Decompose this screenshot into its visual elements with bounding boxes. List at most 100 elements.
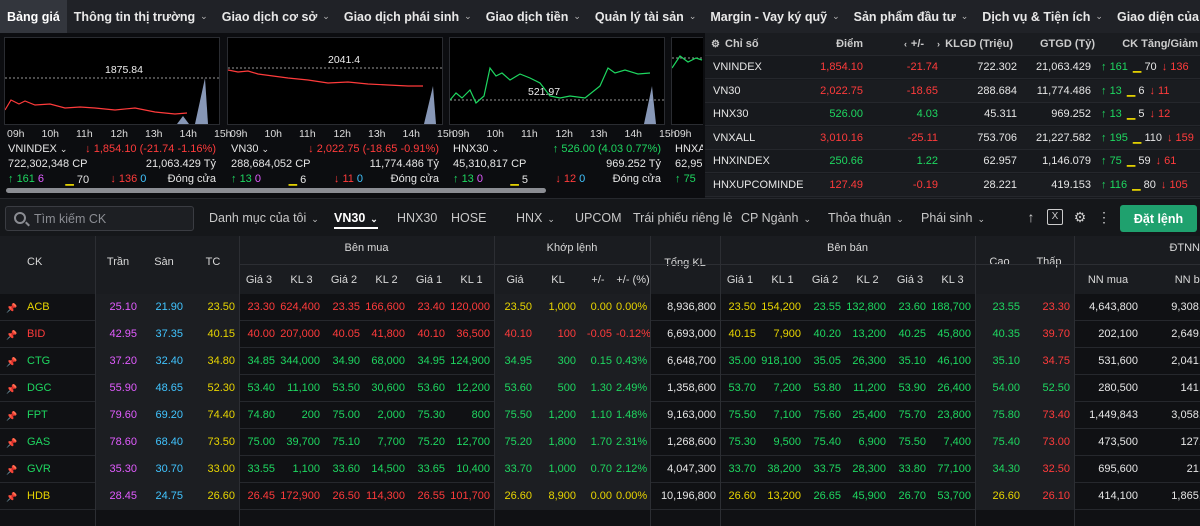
index-row[interactable]: VN30 2,022.75 -18.65 288.684 11,774.486 ↑ 13 ▁… <box>705 79 1200 103</box>
nav-item[interactable]: Sản phẩm đầu tư ⌄ <box>847 0 976 33</box>
col-header-tran[interactable]: Trần <box>106 256 130 268</box>
col-header-kl1[interactable]: KL 1 <box>460 274 483 286</box>
more-icon[interactable]: ⋮ <box>1097 209 1111 225</box>
index-card-vn30[interactable]: 2041.4 09h 10h 11h 12h 13h 14h 15h VN30 ⌄ ↓ 2,022.… <box>227 37 455 186</box>
col-header-sg3[interactable]: Giá 3 <box>896 274 924 286</box>
col-header-skl1[interactable]: KL 1 <box>771 274 794 286</box>
tab-hose[interactable]: HOSE <box>451 207 486 229</box>
col-header-skl3[interactable]: KL 3 <box>941 274 964 286</box>
stock-row[interactable]: 📌 CTG 37.20 32.40 34.80 34.85 344,000 34.90 68,0… <box>0 348 1200 375</box>
tab-phái-sinh[interactable]: Phái sinh ⌄ <box>921 207 985 229</box>
tab-trái-phiếu-riêng-lẻ[interactable]: Trái phiếu riêng lẻ <box>633 207 733 229</box>
index-row[interactable]: HNXINDEX 250.66 1.22 62.957 1,146.079 ↑ 75 ▁ 5… <box>705 150 1200 173</box>
index-col-header[interactable]: GTGD (Tỷ) <box>1040 38 1095 50</box>
sort-up-icon[interactable]: ↑ <box>1027 209 1035 225</box>
advancers-count: 75 <box>683 173 696 185</box>
sort-icon[interactable]: › <box>937 39 940 49</box>
cell-ck[interactable]: CTG <box>27 355 51 367</box>
stock-row[interactable]: 📌 GAS 78.60 68.40 73.50 75.00 39,700 75.10 7,700… <box>0 429 1200 456</box>
pin-icon[interactable]: 📌 <box>6 492 18 502</box>
col-header-kl2[interactable]: KL 2 <box>375 274 398 286</box>
col-header-skl2[interactable]: KL 2 <box>856 274 879 286</box>
nav-item[interactable]: Giao diện của tôi⌄ <box>1110 0 1200 33</box>
col-header-pct[interactable]: +/- (%) <box>616 274 650 286</box>
cell-sg2: 33.75 <box>813 463 841 475</box>
nav-item[interactable]: Thông tin thị trường ⌄ <box>67 0 215 33</box>
cards-scrollbar[interactable] <box>6 188 546 193</box>
stock-row[interactable]: 📌 HDB 28.45 24.75 26.60 26.45 172,900 26.50 114,… <box>0 483 1200 510</box>
nav-item[interactable]: Giao dịch cơ sở ⌄ <box>215 0 337 33</box>
col-header-nnmua[interactable]: NN mua <box>1087 274 1129 286</box>
index-card-hnxall[interactable]: 09h HNXALL⌄ 62,95 ↑ 75 <box>671 37 703 185</box>
col-header-thap[interactable]: Thấp <box>1036 256 1062 268</box>
col-header-san[interactable]: Sàn <box>154 256 174 268</box>
search-box[interactable] <box>5 206 194 231</box>
tab-hnx[interactable]: HNX ⌄ <box>516 207 555 229</box>
col-header-sg2[interactable]: Giá 2 <box>811 274 839 286</box>
nav-item[interactable]: Giao dịch tiền ⌄ <box>479 0 588 33</box>
settings-icon[interactable]: ⚙ <box>711 39 720 50</box>
pin-icon[interactable]: 📌 <box>6 411 18 421</box>
stock-row[interactable]: 📌 BID 42.95 37.35 40.15 40.00 207,000 40.05 41,8… <box>0 321 1200 348</box>
pin-icon[interactable]: 📌 <box>6 357 18 367</box>
col-header-kl3[interactable]: KL 3 <box>290 274 313 286</box>
col-header-mkl[interactable]: KL <box>551 274 565 286</box>
tab-upcom[interactable]: UPCOM <box>575 207 622 229</box>
nav-item[interactable]: Bảng giá <box>0 0 67 33</box>
index-col-header[interactable]: Điểm <box>836 38 863 50</box>
cell-ck[interactable]: HDB <box>27 490 51 502</box>
sort-icon[interactable]: ‹ <box>904 39 907 49</box>
index-row[interactable]: VNINDEX 1,854.10 -21.74 722.302 21,063.429 ↑ … <box>705 56 1200 79</box>
pin-icon[interactable]: 📌 <box>6 465 18 475</box>
col-header-tc[interactable]: TC <box>205 256 221 268</box>
col-header-cao[interactable]: Cao <box>989 256 1010 268</box>
col-header-chg[interactable]: +/- <box>591 274 605 286</box>
nav-item[interactable]: Quản lý tài sản ⌄ <box>588 0 703 33</box>
excel-icon[interactable]: X <box>1047 209 1063 225</box>
tab-cp-ngành[interactable]: CP Ngành ⌄ <box>741 207 811 229</box>
index-col-header[interactable]: KLGD (Triệu) <box>945 38 1013 50</box>
pin-icon[interactable]: 📌 <box>6 438 18 448</box>
col-header-tkl[interactable]: Tổng KL <box>664 257 706 269</box>
tab-hnx30[interactable]: HNX30 <box>397 207 437 229</box>
place-order-button[interactable]: Đặt lệnh <box>1120 205 1197 232</box>
index-row[interactable]: HNX30 526.00 4.03 45.311 969.252 ↑ 13 ▁ 5 ↓ 12 <box>705 103 1200 126</box>
cell-ck[interactable]: BID <box>27 328 46 340</box>
stock-row[interactable]: 📌 DGC 55.90 48.65 52.30 53.40 11,100 53.50 30,60… <box>0 375 1200 402</box>
stock-row[interactable]: 📌 GVR 35.30 30.70 33.00 33.55 1,100 33.60 14,500… <box>0 456 1200 483</box>
col-header-ck[interactable]: CK <box>27 256 43 268</box>
pin-icon[interactable]: 📌 <box>6 384 18 394</box>
nav-item[interactable]: Giao dịch phái sinh ⌄ <box>337 0 479 33</box>
gear-icon[interactable]: ⚙ <box>1073 209 1087 225</box>
col-header-mg[interactable]: Giá <box>506 274 524 286</box>
index-row[interactable]: VNXALL 3,010.16 -25.11 753.706 21,227.582 ↑ 1… <box>705 126 1200 150</box>
index-col-header[interactable]: CK Tăng/Giảm <box>1122 38 1198 50</box>
cell-ck[interactable]: GVR <box>27 463 51 475</box>
tab-vn30[interactable]: VN30 ⌄ <box>334 207 378 229</box>
index-value: ↓ 1,854.10 (-21.74 -1.16%) <box>85 143 216 156</box>
nav-item[interactable]: Margin - Vay ký quỹ ⌄ <box>703 0 846 33</box>
col-header-g2[interactable]: Giá 2 <box>330 274 358 286</box>
index-row[interactable]: HNXUPCOMINDE 127.49 -0.19 28.221 419.153 ↑ 11… <box>705 173 1200 197</box>
cell-mkl: 1,200 <box>536 402 580 429</box>
cell-ck[interactable]: ACB <box>27 301 50 313</box>
cell-nnban: 21,2 <box>1186 463 1200 475</box>
tab-thỏa-thuận[interactable]: Thỏa thuận ⌄ <box>828 207 904 229</box>
index-card-hnx30[interactable]: 521.97 09h 10h 11h 12h 13h 14h 15h HNX30 ⌄ ↑ 526.0… <box>449 37 677 186</box>
col-header-nnban[interactable]: NN bán <box>1174 274 1200 286</box>
stock-row[interactable]: 📌 FPT 79.60 69.20 74.40 74.80 200 75.00 2,000 75.… <box>0 402 1200 429</box>
cell-ck[interactable]: DGC <box>27 382 52 394</box>
cell-ck[interactable]: GAS <box>27 436 51 448</box>
col-header-g3[interactable]: Giá 3 <box>245 274 273 286</box>
stock-row[interactable]: 📌 ACB 25.10 21.90 23.50 23.30 624,400 23.35 166,… <box>0 294 1200 321</box>
pin-icon[interactable]: 📌 <box>6 330 18 340</box>
pin-icon[interactable]: 📌 <box>6 303 18 313</box>
cell-ck[interactable]: FPT <box>27 409 48 421</box>
col-header-g1[interactable]: Giá 1 <box>415 274 443 286</box>
index-card-vnindex[interactable]: 1875.84 09h 10h 11h 12h 13h 14h 15h VNINDEX ⌄ ↓ 1,… <box>4 37 232 186</box>
cell-pct: 2.12% <box>616 456 650 483</box>
tab-danh-mục-của-tôi[interactable]: Danh mục của tôi ⌄ <box>209 207 319 229</box>
nav-item[interactable]: Dịch vụ & Tiện ích ⌄ <box>975 0 1110 33</box>
search-input[interactable] <box>34 210 189 228</box>
col-header-sg1[interactable]: Giá 1 <box>726 274 754 286</box>
